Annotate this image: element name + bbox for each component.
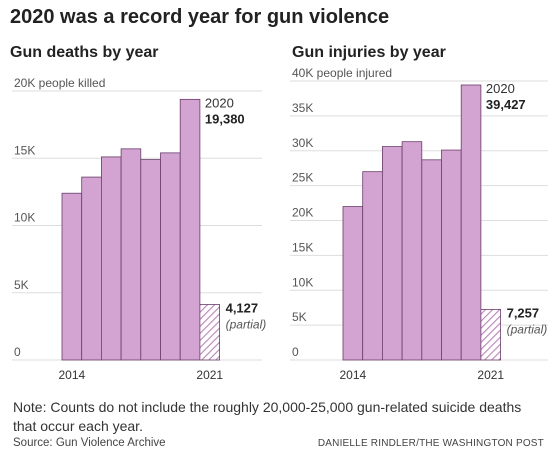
injuries-y-axis-label: 40K people injured	[292, 66, 392, 80]
source-text: Source: Gun Violence Archive	[13, 437, 166, 449]
injuries-bar-2016	[381, 146, 403, 361]
injuries-y-tick-label: 30K	[292, 136, 313, 150]
injuries-bar-2018	[421, 159, 442, 361]
injuries-y-tick-label: 0	[292, 345, 299, 359]
page-title: 2020 was a record year for gun violence	[10, 6, 390, 28]
injuries-bar-2014	[342, 206, 364, 361]
deaths-x-tick-label: 2021	[196, 368, 223, 382]
injuries-y-tick-label: 5K	[292, 310, 307, 324]
injuries-x-tick-label: 2014	[339, 368, 366, 382]
injuries-bar-2020	[460, 84, 482, 361]
injuries-bar-2021	[480, 308, 501, 361]
deaths-annotation-value: 19,380	[205, 111, 245, 126]
injuries-annotation-value: 39,427	[486, 97, 526, 112]
deaths-partial-value: 4,127	[226, 300, 259, 315]
injuries-partial-label: (partial)	[507, 322, 548, 336]
injuries-bar-2019	[441, 149, 462, 361]
injuries-partial-value: 7,257	[507, 305, 540, 320]
deaths-partial-label: (partial)	[226, 317, 267, 331]
deaths-y-tick-label: 15K	[14, 143, 35, 157]
injuries-y-tick-label: 15K	[292, 240, 313, 254]
footnote: Note: Counts do not include the roughly …	[13, 399, 522, 434]
injuries-bar-2017	[401, 141, 423, 361]
injuries-y-tick-label: 10K	[292, 275, 313, 289]
credit-text: DANIELLE RINDLER/THE WASHINGTON POST	[317, 438, 544, 449]
deaths-bar-2021	[199, 304, 220, 361]
deaths-x-tick-label: 2014	[58, 368, 85, 382]
injuries-annotation-year: 2020	[486, 81, 515, 96]
deaths-y-tick-label: 10K	[14, 211, 35, 225]
deaths-bar-2020	[179, 98, 201, 361]
injuries-y-tick-label: 35K	[292, 101, 313, 115]
deaths-y-tick-label: 5K	[14, 278, 29, 292]
injuries-chart-title: Gun injuries by year	[292, 44, 446, 61]
deaths-bar-chart: 0 5K 10K 15K 20K people killed 2014 2021 202019…	[12, 76, 267, 382]
deaths-y-axis-label: 20K people killed	[14, 76, 105, 90]
injuries-x-tick-label: 2021	[477, 368, 504, 382]
injuries-bar-2015	[362, 171, 383, 361]
deaths-annotation-year: 2020	[205, 95, 234, 110]
injuries-y-tick-label: 25K	[292, 171, 313, 185]
injuries-bar-chart: 0 5K 10K 15K 20K 25K 30K 35K 40K people injured 2…	[290, 66, 548, 382]
injuries-y-tick-label: 20K	[292, 206, 313, 220]
deaths-y-tick-label: 0	[14, 345, 21, 359]
deaths-chart-title: Gun deaths by year	[10, 44, 159, 61]
